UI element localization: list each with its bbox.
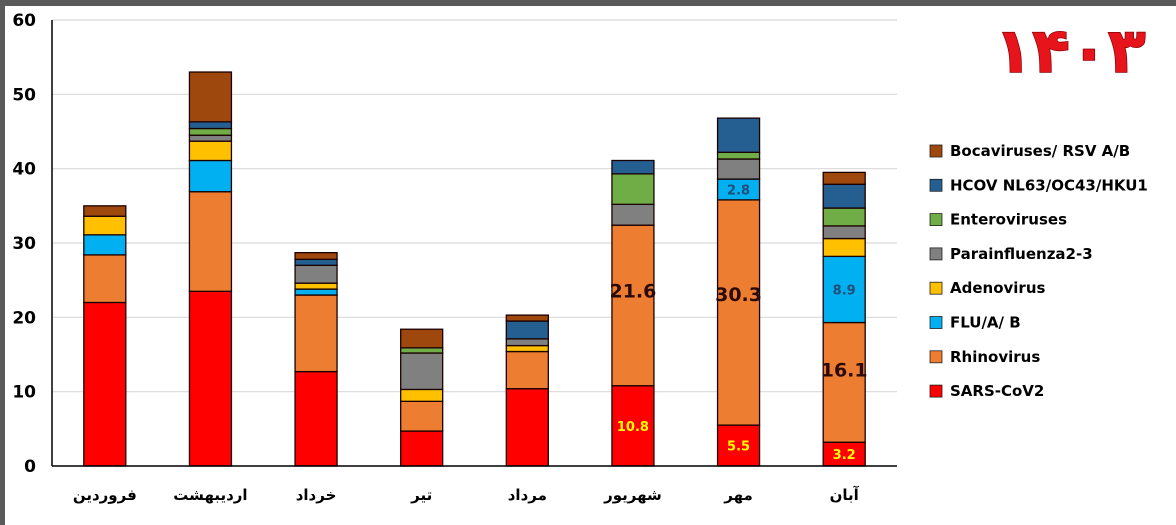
bar-segment: [188, 191, 233, 292]
legend-label: SARS-CoV2: [950, 382, 1044, 400]
x-tick-label: فروردین: [73, 486, 137, 504]
legend-swatch: [929, 144, 943, 158]
bar-segment: [611, 203, 655, 226]
bar-segment: [611, 159, 655, 175]
legend-swatch: [929, 316, 943, 329]
bar-segment: [400, 352, 444, 391]
bar-segment: [400, 347, 444, 354]
x-tick-label: تیر: [410, 486, 432, 504]
legend-swatch: [929, 281, 943, 295]
legend-swatch: [929, 178, 943, 192]
bar-segment: [505, 344, 549, 353]
bar-segment: [294, 288, 338, 296]
y-tick-label: 0: [24, 457, 36, 477]
data-label: 16.1: [821, 359, 868, 381]
y-tick-label: 30: [12, 234, 36, 254]
bar-segment: [505, 338, 549, 347]
bar-segment: [294, 282, 338, 290]
x-tick-label: خرداد: [296, 486, 337, 504]
x-tick-label: آبان: [830, 486, 860, 504]
bar-segment: [611, 173, 655, 205]
data-label: 5.5: [727, 440, 750, 455]
bar-segment: [400, 328, 444, 349]
data-label: 10.8: [617, 420, 649, 435]
legend-swatch: [929, 247, 943, 261]
data-label: 2.8: [727, 183, 750, 198]
bar-segment: [505, 320, 549, 340]
legend-label: Enteroviruses: [950, 211, 1067, 229]
legend-swatch: [929, 213, 943, 227]
x-tick-label: مهر: [723, 486, 753, 504]
bar-segment: [188, 71, 233, 123]
bar-segment: [822, 171, 866, 185]
bar-segment: [188, 140, 233, 162]
bar-segment: [188, 159, 233, 193]
bar-segment: [611, 224, 655, 387]
bar-segment: [294, 258, 338, 266]
bar-segment: [716, 151, 761, 160]
legend-label: Parainfluenza2-3: [950, 245, 1093, 263]
bar-segment: [822, 321, 866, 443]
legend-label: HCOV NL63/OC43/HKU1: [950, 176, 1148, 194]
y-tick-label: 50: [12, 85, 36, 105]
bar-segment: [822, 255, 866, 324]
bar-segment: [188, 121, 233, 130]
bar-segment: [400, 388, 444, 402]
x-tick-label: مرداد: [508, 486, 547, 504]
x-tick-label: اردیبهشت: [173, 486, 247, 504]
bar-segment: [83, 215, 127, 236]
y-tick-label: 20: [12, 308, 36, 328]
chart-title: ۱۴۰۳: [994, 14, 1146, 87]
bar-segment: [294, 252, 338, 261]
bar-segment: [822, 207, 866, 227]
legend-label: FLU/A/ B: [950, 314, 1021, 332]
bar-segment: [294, 294, 338, 373]
bar-segment: [822, 225, 866, 240]
bar-segment: [83, 205, 127, 217]
bar-segment: [188, 290, 233, 467]
bar-segment: [716, 158, 761, 180]
data-label: 21.6: [609, 280, 656, 302]
bar-segment: [294, 370, 338, 467]
legend-label: Rhinovirus: [950, 348, 1040, 366]
bar-segment: [188, 134, 233, 142]
bar-segment: [188, 127, 233, 136]
legend-label: Adenovirus: [950, 279, 1045, 297]
bar-segment: [505, 350, 549, 390]
bar-segment: [822, 183, 866, 209]
bar-segment: [505, 388, 549, 467]
x-tick-label: شهریور: [603, 486, 662, 504]
y-tick-label: 10: [12, 383, 36, 403]
legend-swatch: [929, 350, 943, 364]
bar-segment: [83, 301, 127, 467]
bar-segment: [716, 117, 761, 153]
legend-label: Bocaviruses/ RSV A/B: [950, 142, 1130, 160]
data-label: 8.9: [833, 283, 856, 298]
data-label: 30.3: [715, 284, 762, 306]
y-tick-label: 40: [12, 160, 36, 180]
bar-segment: [822, 237, 866, 258]
bar-segment: [505, 314, 549, 322]
y-tick-label: 60: [12, 11, 36, 31]
bar-segment: [83, 254, 127, 304]
data-label: 3.2: [833, 448, 856, 463]
bar-segment: [400, 400, 444, 432]
bar-segment: [83, 234, 127, 256]
bar-segment: [400, 430, 444, 467]
legend-swatch: [929, 384, 943, 398]
bar-segment: [294, 264, 338, 284]
bar-segment: [716, 199, 761, 426]
